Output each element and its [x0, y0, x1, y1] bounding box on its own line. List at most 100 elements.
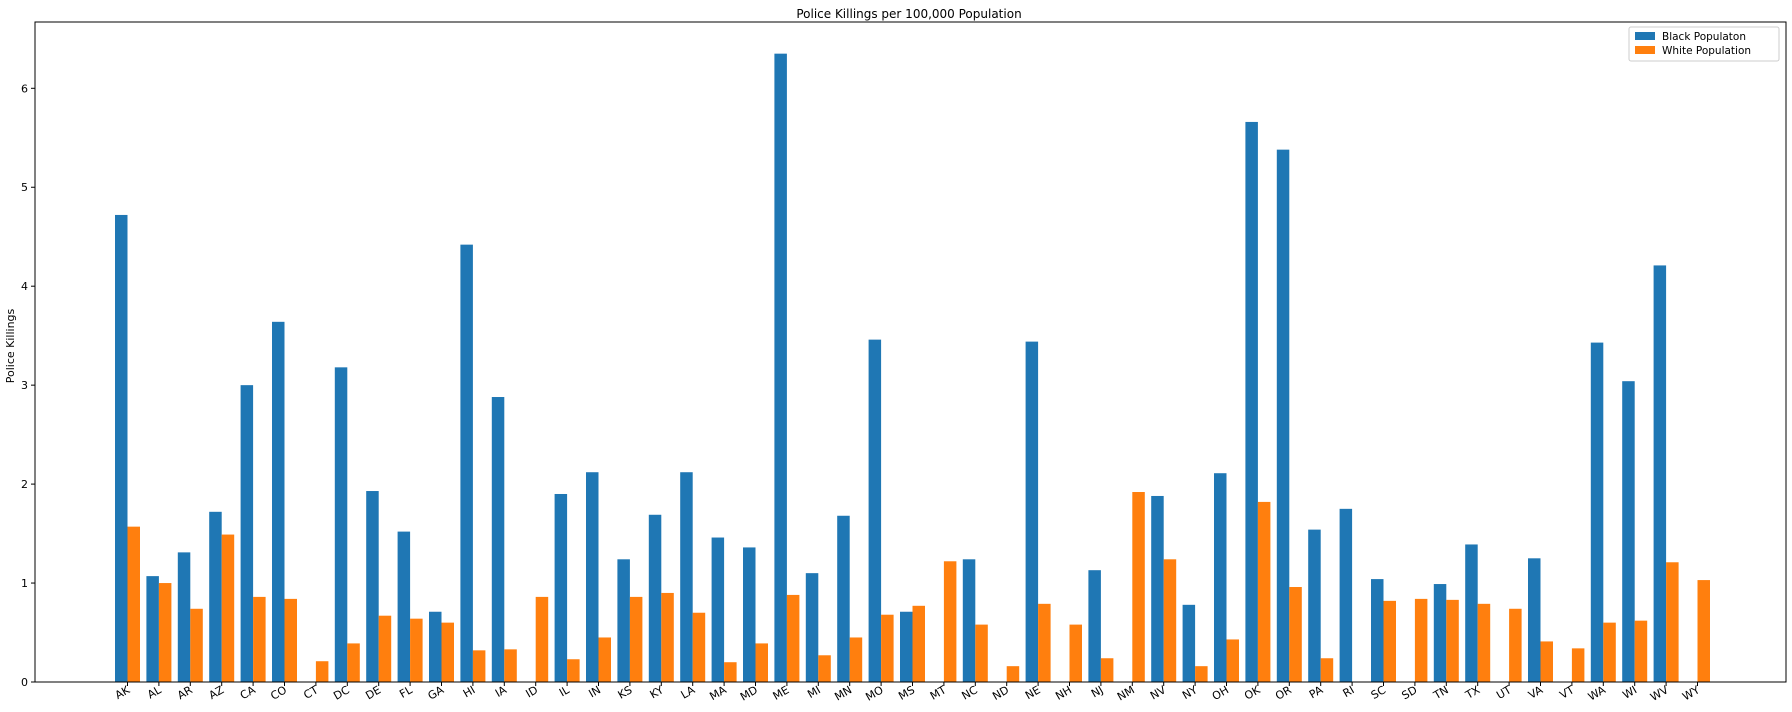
y-tick-label: 2: [21, 478, 28, 491]
bar-white-wy: [1697, 580, 1710, 682]
bar-black-fl: [397, 531, 411, 682]
bar-black-ky: [648, 514, 662, 682]
bar-black-ia: [491, 397, 505, 682]
y-tick-label: 0: [21, 676, 28, 689]
bar-white-hi: [472, 650, 486, 682]
bar-black-ri: [1339, 508, 1353, 682]
bar-white-nc: [975, 624, 988, 682]
bar-white-al: [158, 583, 172, 682]
bar-white-sd: [1414, 598, 1428, 682]
x-tick-label-ks: KS: [616, 683, 635, 701]
legend-label-1: White Population: [1662, 45, 1751, 57]
x-tick-label-ct: CT: [301, 683, 320, 702]
bar-white-wa: [1603, 622, 1616, 682]
bar-white-ne: [1038, 603, 1051, 682]
bar-black-pa: [1308, 529, 1321, 682]
y-tick-label: 3: [21, 379, 28, 392]
bar-white-wv: [1666, 562, 1679, 682]
x-tick-label-vt: VT: [1558, 683, 1577, 702]
bar-black-ny: [1182, 604, 1196, 682]
bar-white-la: [692, 612, 706, 682]
bar-white-az: [221, 534, 235, 682]
bar-white-il: [567, 659, 580, 682]
bar-black-nv: [1151, 495, 1164, 682]
bar-black-oh: [1214, 473, 1227, 682]
bar-black-al: [146, 576, 159, 682]
bar-black-co: [272, 321, 285, 682]
bar-white-ma: [724, 662, 737, 682]
legend-label-0: Black Populaton: [1662, 31, 1746, 43]
bar-white-mt: [943, 561, 957, 682]
bar-black-il: [554, 493, 568, 682]
bar-black-md: [743, 547, 756, 682]
bar-white-co: [284, 598, 297, 682]
bar-black-ma: [711, 537, 725, 682]
bar-black-in: [586, 472, 599, 682]
bar-black-mi: [805, 573, 819, 682]
bar-white-ia: [504, 649, 517, 682]
bar-white-oh: [1226, 639, 1239, 682]
bar-black-ok: [1245, 121, 1258, 682]
bar-black-nj: [1088, 570, 1101, 682]
y-axis-label: Police Killings: [4, 308, 17, 383]
bar-black-ar: [177, 552, 191, 682]
bar-black-ks: [617, 559, 630, 682]
bar-black-ga: [429, 611, 442, 682]
bar-white-ny: [1195, 666, 1208, 682]
x-tick-label-id: ID: [524, 683, 541, 700]
legend-swatch-1: [1635, 46, 1655, 54]
bar-white-id: [535, 596, 549, 682]
bar-black-mo: [868, 339, 882, 682]
y-tick-label: 5: [21, 181, 28, 194]
bar-black-az: [209, 511, 222, 682]
bar-white-or: [1289, 587, 1302, 682]
legend-swatch-0: [1635, 32, 1655, 40]
bar-black-de: [366, 491, 379, 682]
bar-black-la: [680, 472, 693, 682]
bar-black-sc: [1371, 579, 1384, 682]
bar-black-me: [774, 53, 787, 683]
x-tick-label-in: IN: [587, 683, 603, 700]
legend: Black Populaton White Population: [1628, 26, 1780, 62]
bar-white-ok: [1257, 501, 1271, 682]
bar-black-mn: [837, 515, 850, 682]
bar-white-nv: [1163, 559, 1177, 682]
bar-white-tx: [1477, 603, 1491, 682]
bar-black-or: [1276, 149, 1290, 682]
bar-black-ms: [900, 611, 913, 682]
bar-white-ct: [315, 661, 329, 682]
bar-white-ak: [127, 526, 140, 682]
y-tick-label: 6: [21, 82, 28, 95]
bar-white-tn: [1446, 599, 1459, 682]
bar-white-nh: [1069, 624, 1082, 682]
x-tick-label-mi: MI: [805, 683, 823, 701]
bar-black-wi: [1622, 381, 1635, 682]
bar-white-nd: [1006, 666, 1020, 682]
bar-white-de: [378, 615, 392, 682]
bar-black-wa: [1590, 342, 1604, 682]
bar-white-va: [1540, 641, 1553, 682]
legend-box: [1628, 26, 1780, 62]
bar-white-ga: [441, 622, 454, 682]
x-tick-label-sc: SC: [1369, 683, 1388, 702]
x-tick-label-va: VA: [1526, 683, 1545, 702]
bar-white-dc: [347, 643, 360, 682]
bar-white-sc: [1383, 600, 1396, 682]
bar-white-pa: [1320, 658, 1334, 682]
bar-black-ne: [1025, 341, 1039, 682]
x-tick-label-hi: HI: [461, 683, 477, 700]
bar-black-ak: [115, 214, 128, 682]
bar-white-ky: [661, 592, 674, 682]
bar-black-tx: [1465, 544, 1478, 682]
y-tick-label: 4: [21, 280, 28, 293]
bar-white-ks: [629, 596, 643, 682]
bar-white-mi: [818, 655, 831, 682]
bar-black-ca: [240, 385, 254, 682]
bar-white-mn: [849, 637, 863, 682]
plot-frame: [34, 21, 1787, 683]
bar-black-dc: [334, 367, 348, 682]
x-tick-label-pa: PA: [1307, 683, 1326, 701]
bar-white-in: [598, 637, 611, 682]
